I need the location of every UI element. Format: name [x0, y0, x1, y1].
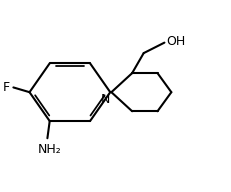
Text: N: N — [100, 93, 110, 106]
Text: OH: OH — [166, 35, 185, 48]
Text: F: F — [3, 81, 10, 94]
Text: NH₂: NH₂ — [38, 143, 61, 156]
